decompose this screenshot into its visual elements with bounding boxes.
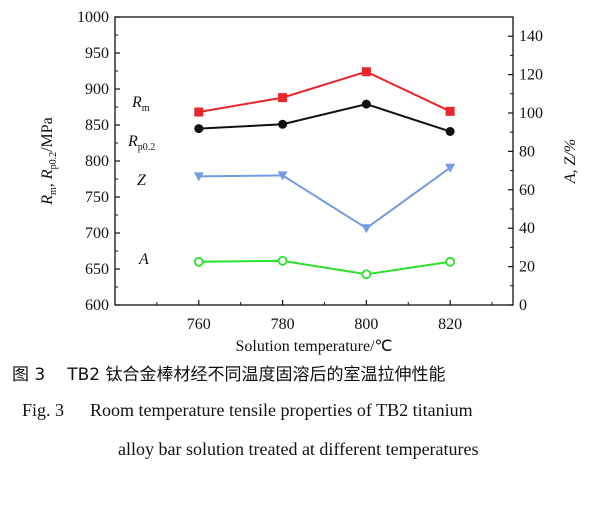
series-line-A — [198, 259, 451, 276]
marker-Z — [445, 163, 456, 173]
left-tick-label: 850 — [85, 117, 109, 134]
series-line-Rm — [198, 70, 451, 114]
marker-Rp02 — [194, 124, 204, 134]
left-tick-label: 950 — [85, 45, 109, 62]
chart: 600 650 700 750 800 850 900 950 1000 0 20 40 60 80 100… — [39, 9, 579, 355]
caption-cn-number: 图 3 — [12, 365, 46, 385]
caption-en-number: Fig. 3 — [22, 400, 65, 420]
series-label-A: A — [138, 251, 149, 268]
right-axis-title: A, Z/% — [562, 139, 579, 184]
series-line-Rp02 — [198, 103, 451, 133]
marker-A — [361, 269, 372, 280]
caption-cn-text: TB2 钛合金棒材经不同温度固溶后的室温拉伸性能 — [67, 365, 446, 385]
right-tick-label: 20 — [519, 259, 535, 276]
marker-A — [277, 255, 288, 266]
x-tick-label: 760 — [187, 316, 211, 333]
right-tick-label: 80 — [519, 143, 535, 160]
marker-Rp02 — [445, 126, 455, 136]
x-axis-title: Solution temperature/℃ — [235, 338, 392, 355]
left-tick-label: 750 — [85, 189, 109, 206]
left-tick-label: 700 — [85, 225, 109, 242]
series-label-Rm: Rm — [131, 94, 150, 114]
x-tick-label: 780 — [271, 316, 295, 333]
left-tick-label: 600 — [85, 297, 109, 314]
marker-A — [445, 256, 456, 267]
right-tick-label: 140 — [519, 28, 543, 45]
caption-chinese: 图 3 TB2 钛合金棒材经不同温度固溶后的室温拉伸性能 — [0, 360, 596, 385]
x-tick-label: 820 — [438, 316, 462, 333]
left-tick-label: 800 — [85, 153, 109, 170]
caption-en-text-1: Room temperature tensile properties of T… — [90, 400, 473, 420]
marker-Rm — [278, 93, 288, 103]
series-label-Rp02: Rp0.2 — [127, 133, 155, 153]
marker-Z — [277, 171, 288, 181]
marker-Rm — [194, 107, 204, 117]
marker-Rm — [445, 106, 455, 116]
right-tick-label: 40 — [519, 220, 535, 237]
right-tick-label: 60 — [519, 182, 535, 199]
caption-english-line1: Fig. 3 Room temperature tensile propertie… — [0, 400, 596, 421]
left-tick-label: 650 — [85, 261, 109, 278]
right-tick-label: 0 — [519, 297, 527, 314]
right-tick-label: 120 — [519, 67, 543, 84]
marker-Z — [193, 172, 204, 182]
left-tick-label: 1000 — [77, 9, 109, 26]
marker-Rp02 — [361, 99, 371, 109]
series-line-Z — [198, 166, 451, 230]
caption-english-line2: alloy bar solution treated at different … — [118, 439, 479, 459]
left-tick-label: 900 — [85, 81, 109, 98]
right-tick-label: 100 — [519, 105, 543, 122]
x-tick-label: 800 — [354, 316, 378, 333]
left-axis-title: Rm, Rp0.2/MPa — [39, 117, 59, 206]
series-label-Z: Z — [137, 172, 147, 189]
marker-Z — [361, 224, 372, 234]
marker-Rp02 — [278, 119, 288, 129]
marker-Rm — [361, 67, 371, 77]
marker-A — [193, 256, 204, 267]
